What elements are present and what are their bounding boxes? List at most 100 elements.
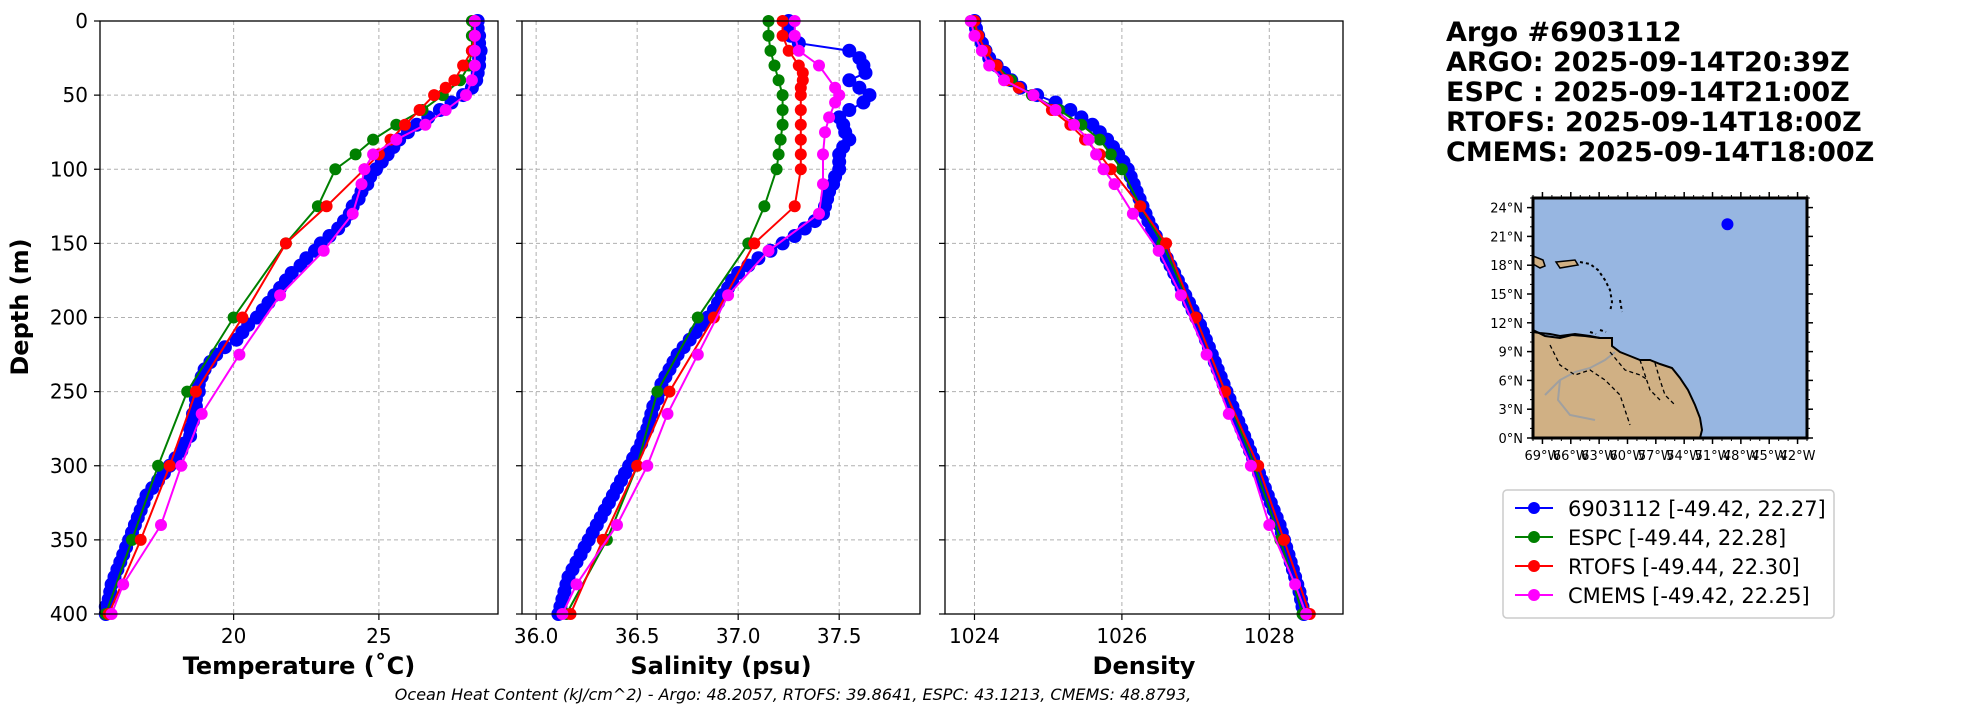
legend-label-cmems: CMEMS [-49.42, 22.25] [1568,584,1810,608]
x-tick-label: 1026 [1096,624,1147,648]
map-lat-label: 6°N [1499,374,1524,389]
x-tick-label: 1028 [1244,624,1295,648]
cmems-data-point [1174,289,1187,302]
cmems-data-point [355,178,368,191]
x-tick-label: 20 [221,624,246,648]
rtofs-data-point [428,89,441,102]
header-block: Argo #6903112 ARGO: 2025-09-14T20:39Z ES… [1446,17,1874,168]
cmems-data-point [367,148,380,161]
x-tick-label: 36.5 [615,624,660,648]
cmems-data-point [1126,207,1139,220]
espc-data-point [776,104,789,116]
rtofs-data-point [134,533,147,546]
rtofs-data-point [707,311,720,324]
ocean-heat-content-caption: Ocean Heat Content (kJ/cm^2) - Argo: 48.… [395,685,1191,704]
argo-data-point [775,236,790,251]
rtofs-data-point [189,385,202,398]
cmems-data-point [175,459,188,472]
x-axis-label: Temperature (˚C) [183,652,416,680]
temperature-panel: 20 25050100150200250300350400Temperature … [50,9,499,680]
legend: 6903112 [-49.42, 22.27] ESPC [-49.44, 22.… [1502,489,1835,619]
rtofs-data-point [631,459,644,472]
espc-data-point [772,148,785,161]
x-tick-label: 37.0 [716,624,761,648]
x-tick-label: 25 [366,624,391,648]
cmems-data-point [390,133,403,146]
espc-data-point [329,163,342,176]
argo-data-point [787,229,802,243]
cmems-data-point [460,89,472,102]
cmems-data-point [829,96,842,109]
rtofs-data-point [788,200,801,213]
cmems-data-point [722,289,735,302]
cmems-data-point [817,178,829,191]
y-tick-label: 0 [75,9,88,33]
cmems-data-point [1108,178,1121,191]
espc-data-point [776,89,789,102]
x-tick-label: 37.5 [817,624,862,648]
rtofs-data-point [794,133,807,146]
cmems-data-point [823,111,836,124]
y-tick-label: 300 [50,454,88,478]
y-tick-label: 150 [50,231,88,255]
map-lon-label: 57°W [1638,449,1674,464]
cmems-data-point [1222,407,1235,420]
map-lat-label: 24°N [1490,202,1523,217]
cmems-data-point [155,519,167,531]
x-tick-label: 1024 [949,624,1000,648]
header-line-espc-time: ESPC : 2025-09-14T21:00Z [1446,77,1850,108]
map-lon-label: 69°W [1524,449,1560,464]
map-borders [1549,344,1676,426]
espc-data-point [764,44,777,57]
cmems-data-point [1263,519,1276,531]
cmems-data-point [611,519,623,531]
espc-data-point [651,385,664,398]
argo-data-point [1063,103,1078,117]
legend-marker-rtofs [1528,560,1540,572]
cmems-data-point [346,207,359,220]
cmems-data-point [317,244,330,257]
map-lon-label: 51°W [1695,449,1731,464]
espc-data-point [772,74,785,87]
density-panel: 1024 1026 1028 Density [939,14,1344,680]
cmems-data-point [1244,459,1257,472]
map-river [1544,351,1616,421]
legend-marker-argo [1528,502,1540,514]
cmems-data-point [358,163,371,176]
espc-data-point [768,59,781,72]
rtofs-data-point [1134,200,1147,213]
espc-data-point [762,29,775,42]
cmems-data-point [1152,244,1165,257]
header-line-cmems-time: CMEMS: 2025-09-14T18:00Z [1446,137,1874,168]
espc-data-point [152,459,165,472]
cmems-data-point [1027,89,1040,102]
cmems-data-point [1090,148,1103,161]
rtofs-data-point [794,118,807,131]
rtofs-data-point [399,118,411,131]
espc-data-point [770,163,783,176]
cmems-data-point [792,44,805,57]
header-line-float: Argo #6903112 [1446,17,1682,48]
legend-box [1502,489,1835,619]
argo-data-point [852,80,867,95]
cmems-data-point [439,104,452,116]
y-tick-label: 250 [50,380,88,404]
map-lon-label: 42°W [1780,449,1816,464]
rtofs-data-point [782,44,795,57]
espc-data-point [181,385,194,398]
map-lat-label: 3°N [1499,403,1524,418]
cmems-data-point [1289,578,1302,591]
cmems-data-point [1200,348,1213,361]
rtofs-data-point [794,148,807,161]
espc-data-point [126,533,138,546]
cmems-data-point [762,244,775,257]
map-lon-label: 54°W [1666,449,1702,464]
y-tick-label: 350 [50,528,88,552]
argo-data-point [858,65,873,80]
map-lat-label: 0°N [1499,432,1524,447]
x-tick-label: 36.0 [514,624,559,648]
rtofs-data-point [320,200,333,213]
cmems-data-point [817,148,829,161]
rtofs-data-point [1278,533,1290,546]
